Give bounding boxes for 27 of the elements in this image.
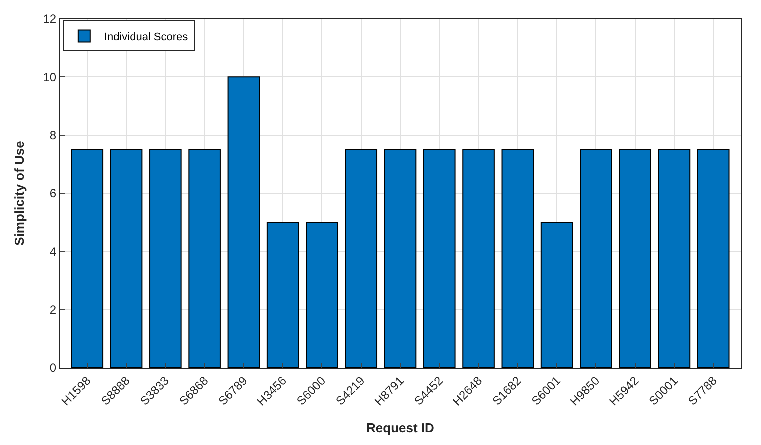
bar	[266, 222, 300, 368]
bar	[540, 222, 574, 368]
y-tick-label: 8	[50, 128, 57, 143]
x-axis-title: Request ID	[366, 420, 434, 436]
y-tick-label: 0	[50, 361, 57, 376]
bar	[345, 149, 378, 368]
bar	[502, 149, 534, 368]
bar	[110, 149, 143, 368]
bar	[658, 149, 691, 368]
bar	[306, 222, 338, 368]
bar	[423, 149, 456, 368]
bar	[462, 149, 495, 368]
bar	[71, 149, 104, 368]
y-tick-label: 6	[50, 186, 57, 201]
bar	[697, 149, 730, 368]
bar	[619, 149, 652, 368]
bar	[384, 149, 417, 368]
y-tick-label: 12	[43, 12, 57, 26]
bar	[150, 149, 182, 368]
bar	[580, 149, 612, 368]
y-tick-label: 4	[50, 244, 57, 259]
bar	[228, 76, 260, 368]
y-axis-title: Simplicity of Use	[12, 141, 28, 246]
bar	[188, 149, 221, 368]
y-tick-label: 10	[43, 70, 57, 84]
y-tick-label: 2	[50, 303, 57, 318]
legend-label: Individual Scores	[104, 32, 189, 44]
